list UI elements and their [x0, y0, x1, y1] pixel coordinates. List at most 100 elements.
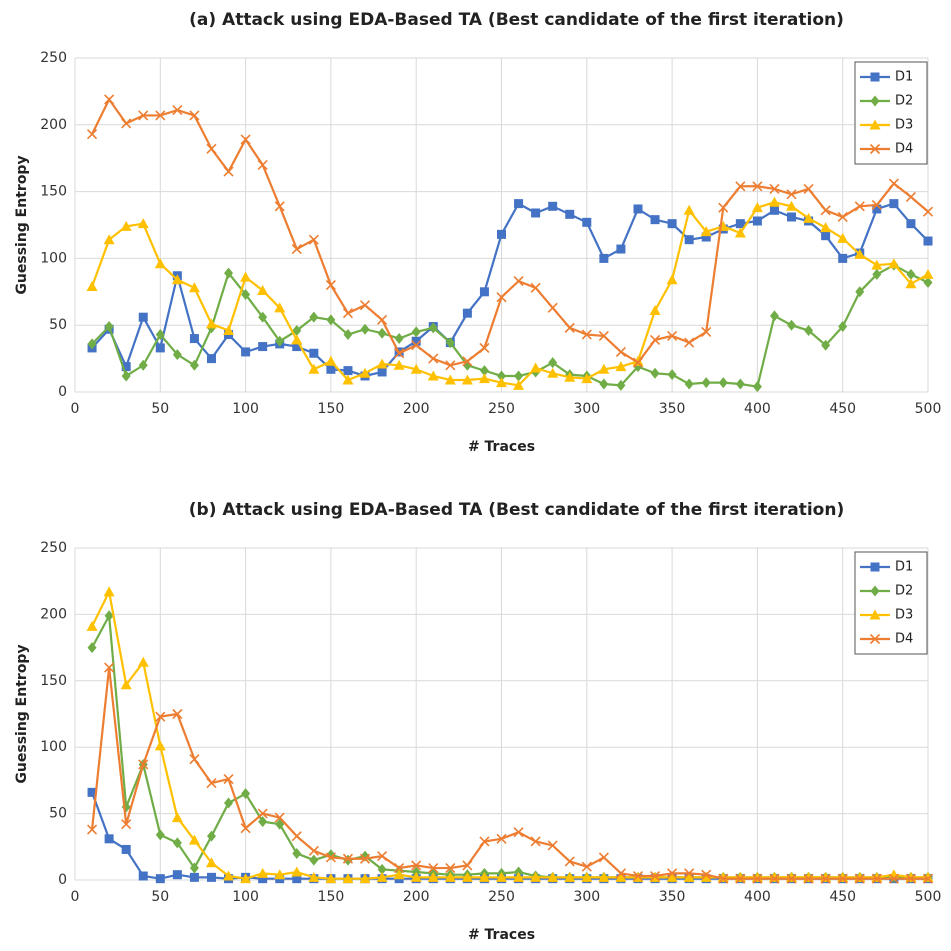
marker: [855, 286, 865, 298]
marker: [343, 329, 353, 341]
marker: [735, 378, 745, 390]
marker: [820, 873, 831, 884]
marker: [615, 868, 626, 879]
marker: [172, 105, 183, 116]
marker: [922, 873, 934, 884]
marker: [308, 363, 320, 374]
x-tick-label: 400: [744, 889, 771, 905]
marker: [258, 311, 268, 323]
marker: [205, 318, 217, 329]
legend-label: D4: [895, 632, 913, 647]
marker: [138, 110, 149, 121]
marker: [292, 325, 302, 337]
marker: [718, 377, 728, 389]
marker: [104, 610, 114, 622]
marker: [240, 271, 252, 282]
marker: [803, 212, 815, 223]
marker: [155, 329, 165, 341]
marker: [121, 370, 131, 382]
marker: [308, 871, 320, 882]
marker: [871, 199, 882, 211]
marker: [86, 620, 98, 631]
marker: [325, 852, 336, 863]
marker: [564, 856, 575, 867]
marker: [241, 347, 251, 357]
marker: [241, 788, 251, 800]
marker: [870, 562, 880, 572]
marker: [342, 308, 354, 319]
marker: [923, 276, 933, 288]
marker: [376, 358, 388, 369]
marker: [189, 110, 200, 121]
marker: [547, 367, 559, 378]
marker: [598, 363, 610, 374]
marker: [120, 220, 132, 231]
marker: [889, 199, 899, 209]
marker: [138, 871, 148, 881]
marker: [427, 370, 439, 381]
marker: [377, 851, 388, 862]
marker: [223, 325, 235, 336]
marker: [751, 202, 763, 213]
marker: [752, 216, 762, 226]
marker: [462, 356, 473, 367]
x-tick-label: 50: [151, 889, 169, 905]
marker: [869, 633, 881, 645]
marker: [513, 379, 525, 390]
marker: [735, 873, 746, 884]
marker: [548, 201, 558, 211]
marker: [888, 873, 899, 884]
x-tick-label: 450: [829, 401, 856, 417]
marker: [462, 308, 472, 318]
x-tick-label: 250: [488, 889, 515, 905]
legend-label: D3: [895, 118, 913, 133]
marker: [103, 586, 115, 597]
marker: [667, 369, 677, 381]
marker: [154, 740, 166, 751]
marker: [325, 873, 337, 884]
marker: [701, 232, 711, 242]
marker: [718, 202, 729, 213]
marker: [359, 300, 371, 311]
marker: [445, 360, 456, 371]
marker: [649, 334, 661, 345]
marker: [154, 258, 166, 269]
marker: [428, 862, 439, 874]
marker: [172, 349, 182, 361]
marker: [581, 329, 592, 340]
marker: [189, 872, 199, 882]
marker: [768, 196, 780, 207]
marker: [172, 837, 182, 849]
marker: [497, 370, 506, 382]
marker: [205, 857, 217, 868]
marker: [838, 253, 848, 263]
marker: [274, 869, 286, 880]
marker: [888, 258, 900, 269]
x-tick-label: 300: [573, 401, 600, 417]
marker: [923, 236, 933, 246]
marker: [633, 204, 643, 214]
marker: [137, 218, 149, 229]
y-axis-label: Guessing Entropy: [14, 155, 30, 294]
marker: [632, 357, 644, 368]
marker: [667, 219, 677, 229]
marker: [752, 381, 762, 393]
marker: [188, 834, 200, 845]
marker: [292, 874, 302, 884]
marker: [411, 326, 421, 338]
x-tick-label: 200: [403, 401, 430, 417]
marker: [821, 339, 831, 351]
marker: [104, 834, 114, 844]
marker: [206, 777, 217, 789]
marker: [496, 377, 507, 388]
series-line: [91, 611, 928, 879]
marker: [86, 280, 98, 291]
y-tick-label: 250: [40, 540, 67, 556]
marker: [565, 209, 575, 219]
marker: [137, 656, 149, 667]
marker: [564, 322, 575, 333]
marker: [615, 361, 627, 372]
marker: [598, 852, 609, 863]
